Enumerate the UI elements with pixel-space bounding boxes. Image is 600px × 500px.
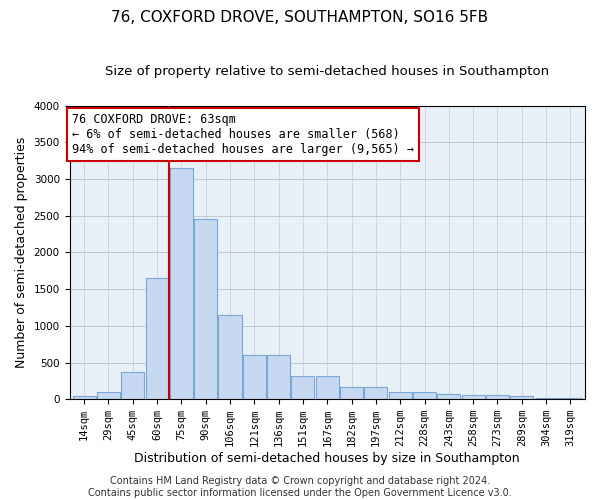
- Bar: [292, 376, 314, 399]
- Text: 76, COXFORD DROVE, SOUTHAMPTON, SO16 5FB: 76, COXFORD DROVE, SOUTHAMPTON, SO16 5FB: [112, 10, 488, 25]
- X-axis label: Distribution of semi-detached houses by size in Southampton: Distribution of semi-detached houses by …: [134, 452, 520, 465]
- Bar: [364, 388, 388, 399]
- Bar: [243, 355, 266, 399]
- Bar: [559, 398, 582, 399]
- Title: Size of property relative to semi-detached houses in Southampton: Size of property relative to semi-detach…: [105, 65, 550, 78]
- Bar: [510, 396, 533, 399]
- Bar: [413, 392, 436, 399]
- Text: 76 COXFORD DROVE: 63sqm
← 6% of semi-detached houses are smaller (568)
94% of se: 76 COXFORD DROVE: 63sqm ← 6% of semi-det…: [72, 113, 414, 156]
- Bar: [316, 376, 339, 399]
- Text: Contains HM Land Registry data © Crown copyright and database right 2024.
Contai: Contains HM Land Registry data © Crown c…: [88, 476, 512, 498]
- Bar: [146, 278, 169, 399]
- Y-axis label: Number of semi-detached properties: Number of semi-detached properties: [15, 136, 28, 368]
- Bar: [121, 372, 144, 399]
- Bar: [437, 394, 460, 399]
- Bar: [97, 392, 120, 399]
- Bar: [535, 398, 557, 399]
- Bar: [340, 388, 363, 399]
- Bar: [170, 168, 193, 399]
- Bar: [461, 395, 485, 399]
- Bar: [389, 392, 412, 399]
- Bar: [194, 220, 217, 399]
- Bar: [73, 396, 95, 399]
- Bar: [218, 315, 242, 399]
- Bar: [267, 355, 290, 399]
- Bar: [486, 395, 509, 399]
